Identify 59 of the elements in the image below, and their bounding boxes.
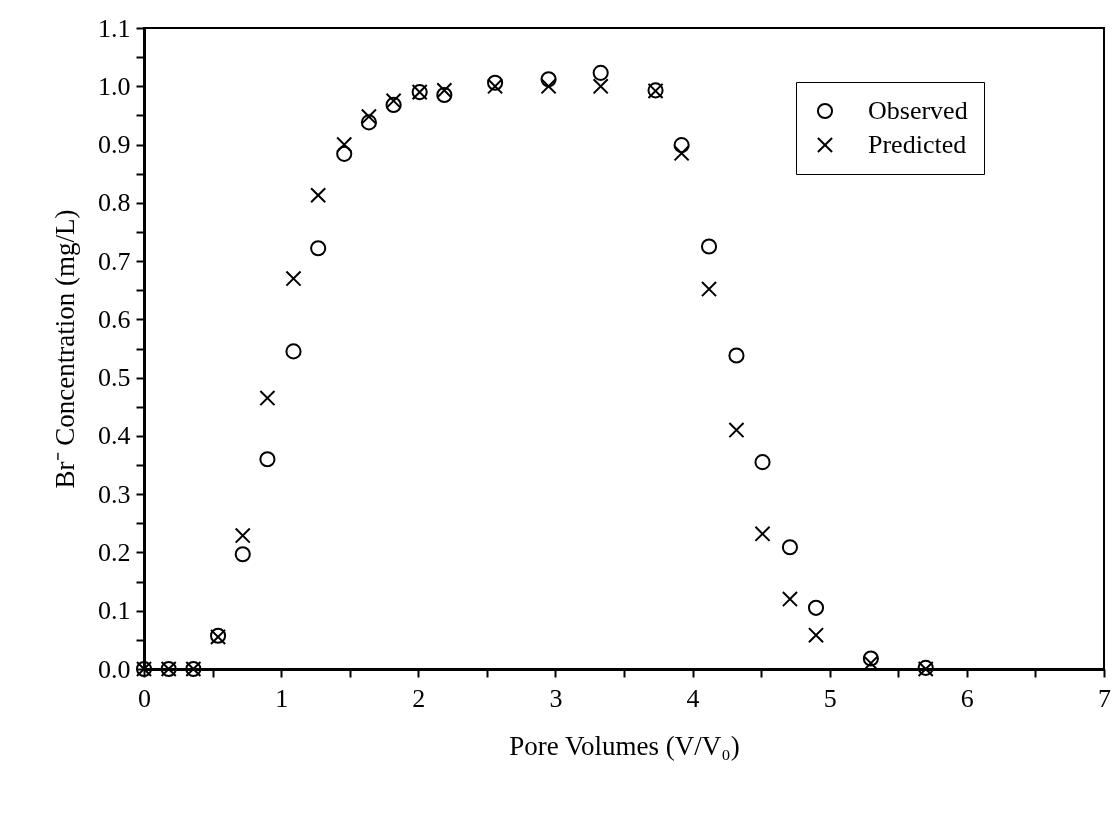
y-tick-label: 0.0 [98,654,131,684]
point [487,74,504,91]
point [781,591,799,608]
y-tick-label: 0.5 [98,363,131,393]
point [310,187,327,204]
point [234,527,251,544]
y-tick-label: 0.2 [98,537,131,567]
point [807,627,825,644]
point [234,546,251,563]
y-tick-label: 0.4 [98,421,131,451]
x-tick-label: 6 [960,683,974,713]
point [310,240,327,257]
y-tick-label: 0.9 [98,130,131,160]
legend-label: Predicted [868,130,967,159]
point [754,454,771,471]
point [728,422,745,439]
point [336,136,353,153]
point [754,525,771,542]
point [259,389,276,407]
point [385,92,402,109]
x-axis-title: Pore Volumes (V/V₀) [509,730,740,761]
point [673,137,690,154]
x-tick-label: 0 [138,683,151,713]
point [285,270,302,287]
point [487,78,504,95]
y-tick-label: 0.8 [98,188,131,218]
point [540,78,557,95]
y-axis-title: Br⁻ Concentration (mg/L) [50,209,80,489]
point [592,78,609,95]
x-tick-label: 2 [412,683,426,713]
y-tick-label: 0.7 [98,246,131,276]
y-tick-label: 0.6 [98,304,131,334]
point [700,238,718,255]
y-tick-label: 0.3 [98,479,131,509]
point [728,347,745,364]
x-tick-label: 7 [1098,683,1111,713]
point [807,599,825,616]
point [385,96,402,113]
point [781,539,799,556]
y-tick-label: 1.0 [98,71,131,101]
point [862,650,879,667]
x-tick-label: 4 [686,683,700,713]
point [285,343,302,360]
x-tick-label: 1 [275,683,289,713]
point [360,108,377,125]
y-tick-label: 0.1 [98,596,131,626]
point [436,86,453,104]
point [700,280,718,298]
legend-label: Observed [868,96,968,125]
point [592,64,609,81]
point [436,82,453,99]
y-tick-label: 1.1 [98,13,131,43]
point [360,114,377,131]
point [336,145,353,162]
point [259,451,276,468]
point [673,145,690,162]
x-tick-label: 5 [823,683,837,713]
x-tick-label: 3 [549,683,563,713]
point [540,71,557,88]
